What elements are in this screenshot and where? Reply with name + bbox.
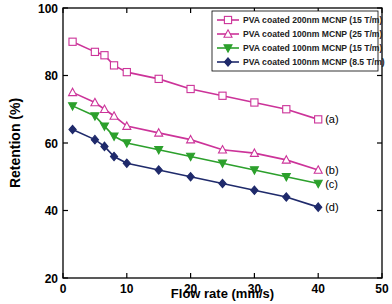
data-point <box>314 166 322 173</box>
annotation: (b) <box>325 164 338 176</box>
y-axis-label: Retention (%) <box>7 98 23 188</box>
data-point <box>282 174 290 181</box>
x-tick <box>381 273 382 278</box>
x-tick-label: 50 <box>375 282 389 296</box>
data-point <box>251 186 258 194</box>
data-point <box>314 180 322 187</box>
y-tick <box>377 142 382 143</box>
data-point <box>315 203 322 211</box>
data-point <box>101 142 108 150</box>
x-tick <box>190 273 191 278</box>
data-point <box>123 140 131 147</box>
x-tick-label: 0 <box>60 282 67 296</box>
y-tick-label: 40 <box>45 204 59 218</box>
data-point <box>69 88 77 95</box>
x-tick <box>190 8 191 13</box>
legend-marker <box>224 58 231 66</box>
data-point <box>155 166 162 174</box>
y-tick <box>63 277 68 278</box>
y-tick <box>63 7 68 8</box>
data-point <box>315 116 322 123</box>
series-line <box>73 106 319 184</box>
y-tick <box>63 142 68 143</box>
data-point <box>123 159 130 167</box>
annotation: (d) <box>325 201 338 213</box>
legend-label: PVA coated 100nm MCNP (15 T/m) <box>243 43 382 53</box>
chart: 0102030405020406080100Flow rate (mm/s)Re… <box>0 0 392 304</box>
data-point <box>123 69 130 76</box>
y-tick <box>63 75 68 76</box>
x-axis-label: Flow rate (mm/s) <box>171 286 274 301</box>
data-point <box>155 147 163 154</box>
data-point <box>110 112 118 119</box>
data-point <box>91 113 99 120</box>
data-point <box>187 153 195 160</box>
data-point <box>69 103 77 110</box>
data-point <box>219 92 226 99</box>
data-point <box>69 125 76 133</box>
y-tick <box>377 277 382 278</box>
data-point <box>250 149 258 156</box>
data-point <box>91 98 99 105</box>
legend-marker <box>224 30 232 37</box>
legend-label: PVA coated 200nm MCNP (15 T/m) <box>243 15 382 25</box>
annotation: (c) <box>325 178 338 190</box>
data-point <box>69 38 76 45</box>
data-point <box>123 122 131 129</box>
data-point <box>187 135 195 142</box>
data-point <box>251 99 258 106</box>
legend-label: PVA coated 100nm MCNP (8.5 T/m) <box>243 57 385 67</box>
data-point <box>219 146 227 153</box>
data-point <box>100 123 108 130</box>
x-tick <box>318 273 319 278</box>
data-point <box>187 85 194 92</box>
data-point <box>219 160 227 167</box>
x-tick-label: 10 <box>120 282 134 296</box>
x-tick <box>62 8 63 13</box>
data-point <box>110 62 117 69</box>
data-point <box>91 48 98 55</box>
data-point <box>101 52 108 59</box>
y-tick <box>377 7 382 8</box>
annotation: (a) <box>325 113 338 125</box>
plot-frame <box>63 8 382 278</box>
data-point <box>91 135 98 143</box>
x-tick <box>254 273 255 278</box>
data-point <box>110 152 117 160</box>
y-tick-label: 100 <box>38 2 58 16</box>
series-line <box>73 130 319 208</box>
legend-marker <box>224 45 232 52</box>
legend-marker <box>224 16 231 23</box>
y-tick <box>63 210 68 211</box>
x-tick <box>126 8 127 13</box>
data-point <box>283 193 290 201</box>
data-point <box>283 106 290 113</box>
data-point <box>100 105 108 112</box>
y-tick <box>377 210 382 211</box>
data-point <box>282 156 290 163</box>
x-tick <box>381 8 382 13</box>
data-point <box>155 129 163 136</box>
data-point <box>250 167 258 174</box>
data-point <box>110 133 118 140</box>
y-tick-label: 60 <box>45 137 59 151</box>
y-tick-label: 80 <box>45 69 59 83</box>
data-point <box>219 179 226 187</box>
data-point <box>155 75 162 82</box>
y-tick-label: 20 <box>45 272 59 286</box>
y-tick <box>377 75 382 76</box>
data-point <box>187 173 194 181</box>
legend: PVA coated 200nm MCNP (15 T/m) PVA coated… <box>212 11 385 71</box>
legend-label: PVA coated 100nm MCNP (25 T/m) <box>243 29 382 39</box>
x-tick <box>62 273 63 278</box>
x-tick-label: 40 <box>312 282 326 296</box>
x-tick <box>126 273 127 278</box>
